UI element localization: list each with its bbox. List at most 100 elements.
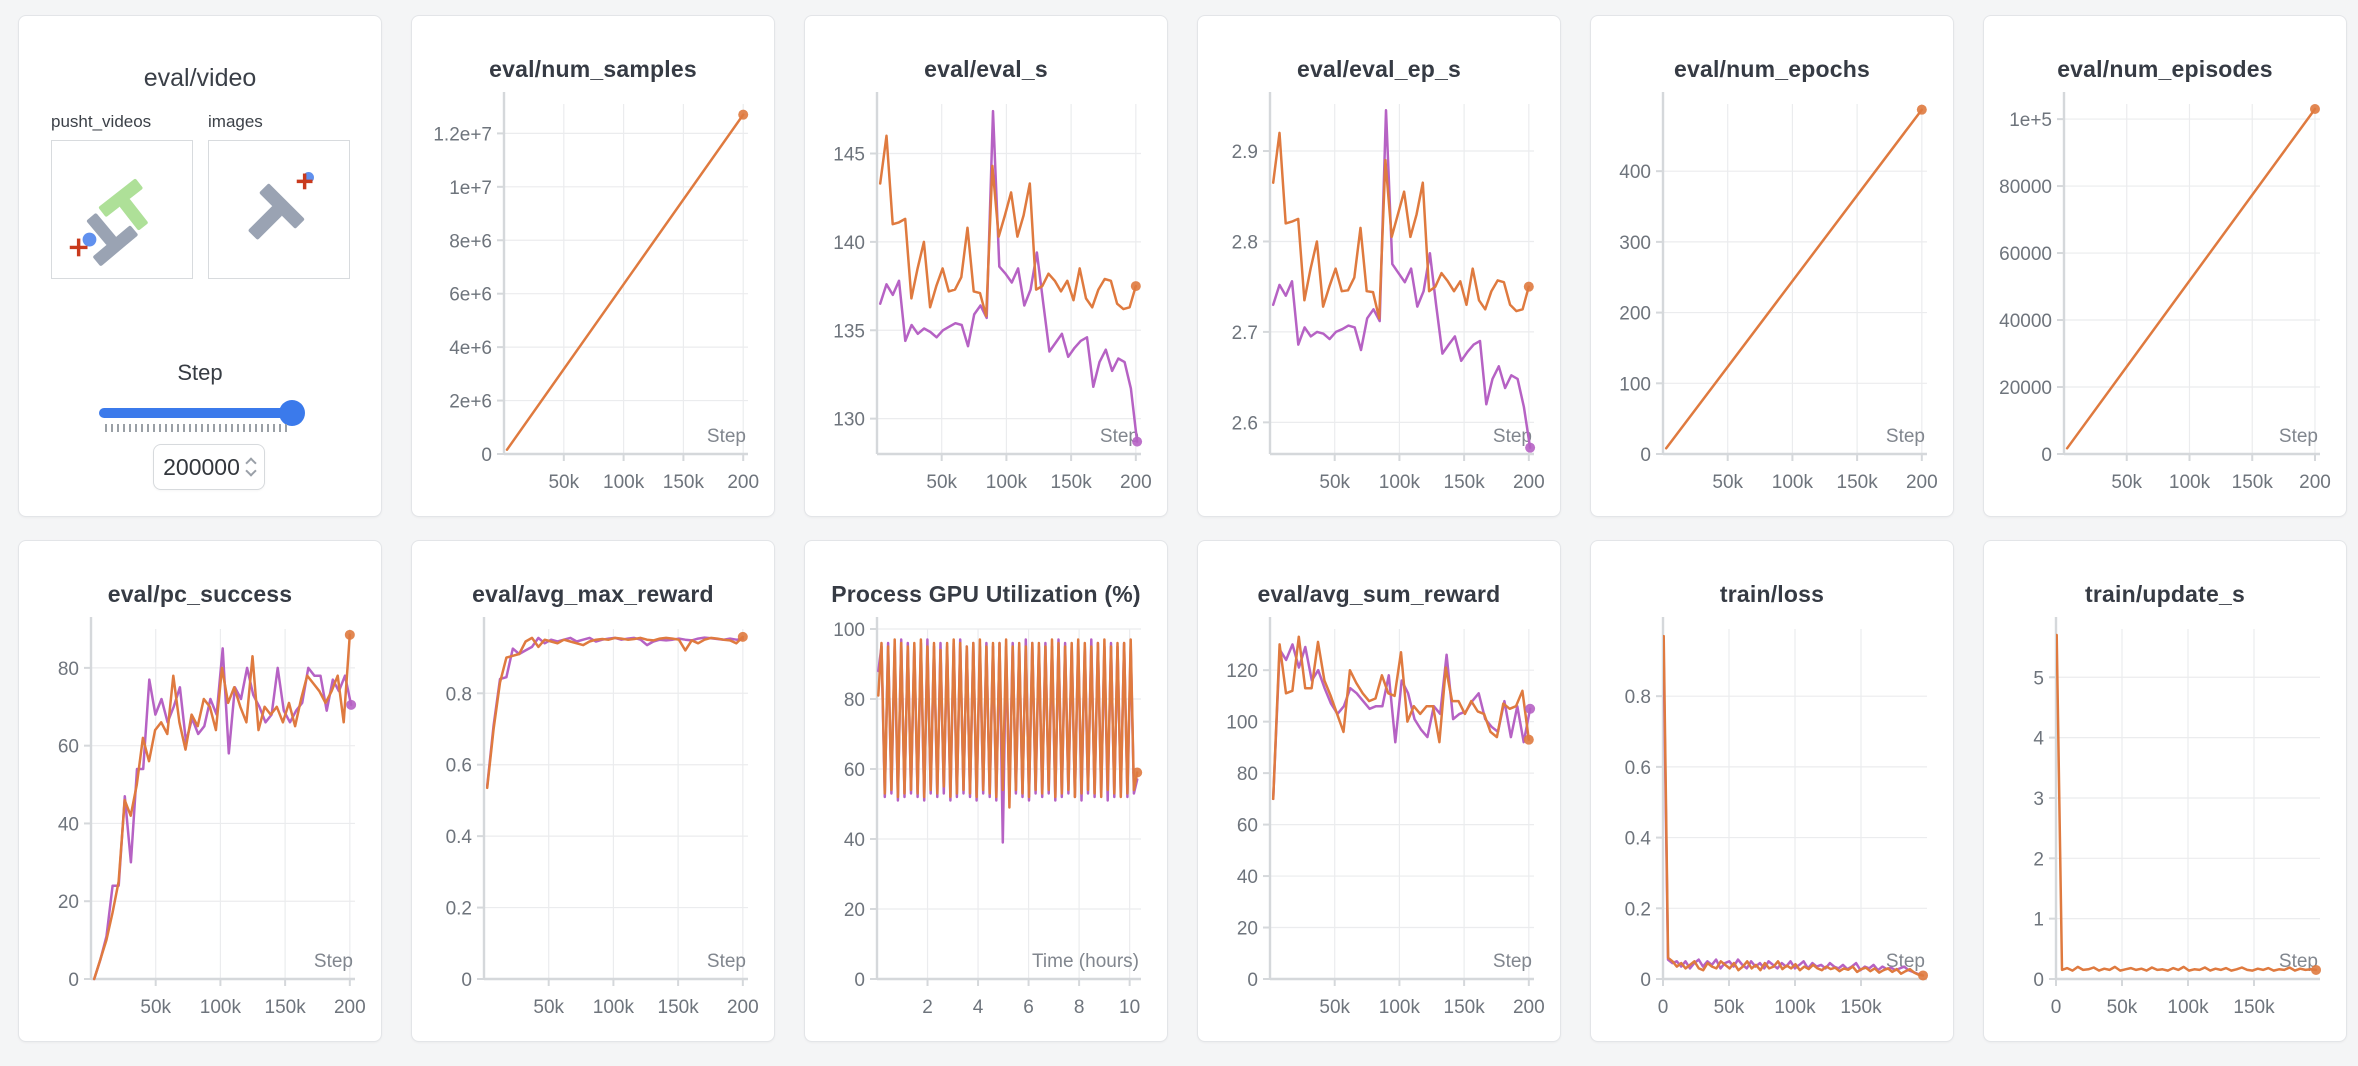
panel-eval-num-epochs: eval/num_epochs 50k 100k 150k 200 0 100 200 300… <box>1590 15 1954 517</box>
svg-text:135: 135 <box>833 321 865 342</box>
stepper-arrows-icon[interactable] <box>246 457 255 477</box>
eval-avg-sum-reward-plot[interactable]: 50k 100k 150k 200 0 20 40 60 80 100 120 Step <box>1198 541 1561 1042</box>
svg-text:0: 0 <box>481 445 492 466</box>
svg-text:200: 200 <box>1513 472 1545 493</box>
panel-train-update-s: train/update_s 0 50k 100k 150k 0 1 2 3 4 5 Step <box>1983 540 2347 1042</box>
svg-text:Step: Step <box>1493 951 1532 972</box>
svg-text:200: 200 <box>1120 472 1152 493</box>
svg-text:60000: 60000 <box>1999 244 2052 265</box>
svg-text:50k: 50k <box>548 472 579 493</box>
svg-text:50k: 50k <box>926 472 957 493</box>
svg-text:0: 0 <box>461 970 472 991</box>
svg-text:40: 40 <box>1237 867 1258 888</box>
pusht-video-thumbnail[interactable] <box>51 140 193 279</box>
panel-eval-eval-ep-s: eval/eval_ep_s 50k 100k 150k 200 2.6 2.7 2.8 2.… <box>1197 15 1561 517</box>
pusht-render-image <box>69 178 148 266</box>
chart-title: Process GPU Utilization (%) <box>831 581 1141 607</box>
panel-train-loss: train/loss 0 50k 100k 150k 0 0.2 0.4 0.6 0.8 Step <box>1590 540 1954 1042</box>
svg-text:5: 5 <box>2033 668 2044 689</box>
video-panel-title: eval/video <box>143 64 257 92</box>
svg-text:Step: Step <box>2279 426 2318 447</box>
svg-text:4e+6: 4e+6 <box>449 338 492 359</box>
svg-text:200: 200 <box>1513 997 1545 1018</box>
svg-text:Step: Step <box>707 426 746 447</box>
eval-num-episodes-plot[interactable]: 50k 100k 150k 200 0 20000 40000 60000 80000 1e+5 S… <box>1984 16 2347 517</box>
svg-text:2.8: 2.8 <box>1232 232 1258 253</box>
svg-text:100k: 100k <box>1379 472 1421 493</box>
images-thumbnail[interactable] <box>208 140 350 279</box>
svg-text:100k: 100k <box>200 997 242 1018</box>
svg-text:200: 200 <box>727 997 759 1018</box>
svg-text:100k: 100k <box>986 472 1028 493</box>
eval-avg-max-reward-plot[interactable]: 50k 100k 150k 200 0 0.2 0.4 0.6 0.8 Step <box>412 541 775 1042</box>
svg-text:200: 200 <box>1906 472 1938 493</box>
step-slider-label: Step <box>177 360 223 385</box>
svg-text:400: 400 <box>1619 162 1651 183</box>
svg-text:0: 0 <box>854 970 865 991</box>
svg-text:1e+5: 1e+5 <box>2009 110 2052 131</box>
svg-text:1: 1 <box>2033 910 2044 931</box>
svg-text:200: 200 <box>334 997 366 1018</box>
svg-text:145: 145 <box>833 144 865 165</box>
eval-pc-success-plot[interactable]: 50k 100k 150k 200 0 20 40 60 80 Step <box>19 541 382 1042</box>
chart-title: eval/pc_success <box>107 581 293 607</box>
svg-text:6e+6: 6e+6 <box>449 285 492 306</box>
chart-title: eval/num_episodes <box>2057 56 2273 82</box>
svg-text:2: 2 <box>2033 849 2044 870</box>
svg-text:20: 20 <box>58 892 79 913</box>
svg-text:50k: 50k <box>1714 997 1745 1018</box>
chart-title: eval/eval_s <box>924 56 1048 82</box>
svg-text:50k: 50k <box>533 997 564 1018</box>
svg-text:150k: 150k <box>658 997 700 1018</box>
goal-cross <box>296 173 313 190</box>
eval-num-samples-plot[interactable]: 50k 100k 150k 200 0 2e+6 4e+6 6e+6 8e+6 1e+7 1.2e+… <box>412 16 775 517</box>
svg-text:2e+6: 2e+6 <box>449 392 492 413</box>
svg-text:Step: Step <box>314 951 353 972</box>
svg-text:150k: 150k <box>265 997 307 1018</box>
svg-text:1e+7: 1e+7 <box>449 178 492 199</box>
svg-text:0.4: 0.4 <box>446 827 473 848</box>
eval-eval-s-plot[interactable]: 50k 100k 150k 200 130 135 140 145 Step <box>805 16 1168 517</box>
svg-text:100k: 100k <box>593 997 635 1018</box>
decrement-arrow-icon[interactable] <box>246 468 255 477</box>
step-slider[interactable] <box>99 400 305 426</box>
svg-text:0: 0 <box>68 970 79 991</box>
svg-text:Step: Step <box>1493 426 1532 447</box>
panel-eval-avg-max-reward: eval/avg_max_reward 50k 100k 150k 200 0 0.2 0.… <box>411 540 775 1042</box>
svg-text:200: 200 <box>727 472 759 493</box>
svg-text:8e+6: 8e+6 <box>449 231 492 252</box>
svg-text:3: 3 <box>2033 789 2044 810</box>
svg-text:50k: 50k <box>1319 997 1350 1018</box>
chart-title: train/update_s <box>2084 581 2245 607</box>
video-thumb-group: pusht_videos <box>51 112 193 279</box>
step-slider-handle[interactable] <box>279 400 305 426</box>
svg-text:0.6: 0.6 <box>446 756 472 777</box>
svg-text:Time (hours): Time (hours) <box>1032 951 1139 972</box>
svg-text:0: 0 <box>1247 970 1258 991</box>
svg-text:Step: Step <box>1886 426 1925 447</box>
svg-text:150k: 150k <box>1837 472 1879 493</box>
svg-text:50k: 50k <box>1319 472 1350 493</box>
eval-eval-ep-s-plot[interactable]: 50k 100k 150k 200 2.6 2.7 2.8 2.9 Step <box>1198 16 1561 517</box>
thumbnail-label: images <box>208 112 263 131</box>
panel-eval-eval-s: eval/eval_s 50k 100k 150k 200 130 135 140 145 St… <box>804 15 1168 517</box>
svg-text:0: 0 <box>2041 445 2052 466</box>
panel-eval-avg-sum-reward: eval/avg_sum_reward 50k 100k 150k 200 0 20 40 6… <box>1197 540 1561 1042</box>
step-value-input[interactable]: 200000 <box>153 444 265 490</box>
svg-text:0.2: 0.2 <box>446 899 472 920</box>
svg-text:60: 60 <box>1237 816 1258 837</box>
svg-text:150k: 150k <box>1840 997 1882 1018</box>
panel-process-gpu-utilization: Process GPU Utilization (%) 2 4 6 8 10 0 20 40 6… <box>804 540 1168 1042</box>
svg-text:150k: 150k <box>1444 997 1486 1018</box>
svg-text:4: 4 <box>2033 729 2044 750</box>
svg-text:40000: 40000 <box>1999 311 2052 332</box>
svg-text:4: 4 <box>973 997 984 1018</box>
svg-text:130: 130 <box>833 410 865 431</box>
svg-text:0.4: 0.4 <box>1625 829 1652 850</box>
train-loss-plot[interactable]: 0 50k 100k 150k 0 0.2 0.4 0.6 0.8 Step <box>1591 541 1954 1042</box>
chart-title: eval/eval_ep_s <box>1297 56 1461 82</box>
eval-num-epochs-plot[interactable]: 50k 100k 150k 200 0 100 200 300 400 Step <box>1591 16 1954 517</box>
chart-title: train/loss <box>1719 581 1825 607</box>
